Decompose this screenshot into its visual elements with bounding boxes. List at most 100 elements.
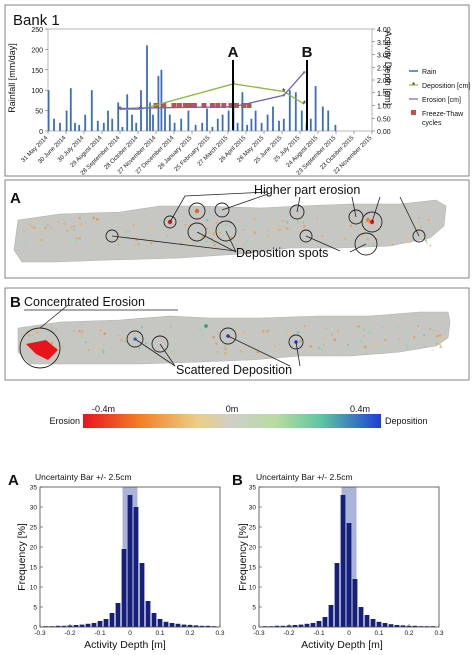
activity-speck — [127, 346, 129, 348]
activity-speck — [317, 348, 320, 350]
activity-speck — [433, 333, 436, 335]
map-a-circle — [188, 202, 206, 220]
activity-speck — [320, 340, 322, 342]
histogram-a: A Uncertainty Bar +/- 2.5cm Frequency [%… — [8, 472, 225, 651]
rain-bar — [300, 110, 303, 131]
activity-speck — [134, 244, 136, 246]
rain-bar — [53, 118, 55, 131]
activity-speck — [288, 235, 290, 238]
hist-a-title: Uncertainty Bar +/- 2.5cm — [35, 472, 132, 482]
rain-bar — [69, 88, 72, 131]
rain-bar — [126, 94, 129, 131]
activity-speck — [79, 223, 82, 226]
histogram-bar — [55, 625, 61, 627]
activity-speck — [49, 227, 52, 229]
map-a-circle — [163, 215, 177, 229]
activity-speck — [278, 229, 281, 232]
rain-bar — [282, 118, 285, 131]
activity-speck — [70, 226, 72, 228]
left-tick-label: 0 — [39, 129, 43, 136]
activity-speck — [372, 243, 375, 246]
histogram-bar — [205, 625, 211, 627]
activity-speck — [373, 342, 376, 344]
map-b-annotation-bottom: Scattered Deposition — [176, 363, 292, 377]
left-tick-label: 200 — [31, 47, 43, 54]
activity-speck — [427, 219, 430, 222]
activity-speck — [256, 225, 259, 228]
top-chart-title: Bank 1 — [13, 12, 60, 29]
activity-speck — [437, 338, 439, 340]
activity-speck — [205, 227, 208, 230]
activity-speck — [95, 218, 99, 221]
activity-speck — [333, 338, 337, 342]
activity-speck — [266, 235, 269, 238]
activity-speck — [294, 351, 297, 353]
activity-speck — [93, 244, 96, 247]
activity-speck — [386, 347, 388, 350]
top-ylabel-left: Rainfall [mm/day] — [7, 43, 17, 113]
x-tick-label: 0 — [128, 630, 132, 637]
rain-bar — [111, 118, 114, 131]
rain-bar — [278, 120, 280, 131]
activity-speck — [285, 220, 289, 224]
map-a: A Hig — [4, 179, 470, 279]
activity-speck — [65, 229, 69, 232]
rain-bar — [288, 90, 291, 131]
activity-speck — [368, 331, 372, 335]
y-tick-label: 25 — [30, 525, 38, 532]
activity-speck — [233, 238, 236, 241]
map-b-activity-speckles — [24, 324, 444, 355]
freeze-thaw-point — [161, 103, 167, 108]
rain-bar — [74, 122, 76, 131]
activity-speck — [352, 221, 354, 223]
rain-bar — [59, 122, 61, 131]
left-tick-label: 250 — [31, 27, 43, 34]
activity-speck — [296, 219, 299, 222]
x-tick-label: 0.3 — [434, 630, 443, 637]
rain-bar — [47, 90, 50, 131]
activity-speck — [279, 343, 281, 346]
activity-speck — [31, 334, 33, 337]
activity-speck — [174, 351, 177, 354]
rain-bar — [65, 110, 68, 131]
activity-speck — [267, 328, 270, 331]
activity-speck — [274, 344, 277, 347]
activity-speck — [336, 329, 340, 333]
activity-speck — [294, 227, 297, 231]
activity-speck — [184, 224, 187, 226]
activity-speck — [363, 335, 365, 337]
histogram-bar — [193, 625, 199, 627]
activity-speck — [325, 327, 327, 329]
right-tick-label: 2.50 — [377, 65, 391, 72]
activity-speck — [28, 224, 31, 226]
activity-speck — [148, 227, 151, 231]
hist-b-plot: 0 5 10 15 20 25 30 35 -0.3 -0.2 -0.1 0 0.1 0.2 0.3 — [249, 485, 444, 638]
freeze-thaw-point — [241, 103, 247, 108]
histogram-bar — [157, 619, 163, 627]
activity-speck — [93, 239, 96, 242]
activity-speck — [364, 345, 367, 349]
histogram-bar — [346, 523, 352, 627]
activity-speck — [303, 325, 306, 328]
erosion-spot — [194, 208, 200, 214]
deposition-point: * — [282, 86, 286, 96]
rain-bar — [117, 102, 120, 131]
activity-speck — [360, 339, 363, 343]
activity-speck — [205, 240, 208, 243]
activity-speck — [381, 349, 385, 353]
activity-speck — [436, 343, 439, 345]
activity-speck — [359, 345, 361, 348]
y-tick-label: 35 — [249, 485, 257, 492]
activity-speck — [284, 329, 287, 331]
activity-speck — [87, 349, 90, 352]
rain-bar — [107, 110, 109, 131]
activity-speck — [42, 228, 45, 231]
erosion-point — [139, 106, 142, 110]
rain-bar — [152, 114, 154, 131]
activity-speck — [424, 346, 426, 348]
activity-speck — [396, 326, 400, 329]
histogram-bar — [43, 626, 49, 627]
activity-speck — [52, 221, 55, 224]
legend-rain-label: Rain — [422, 69, 437, 76]
